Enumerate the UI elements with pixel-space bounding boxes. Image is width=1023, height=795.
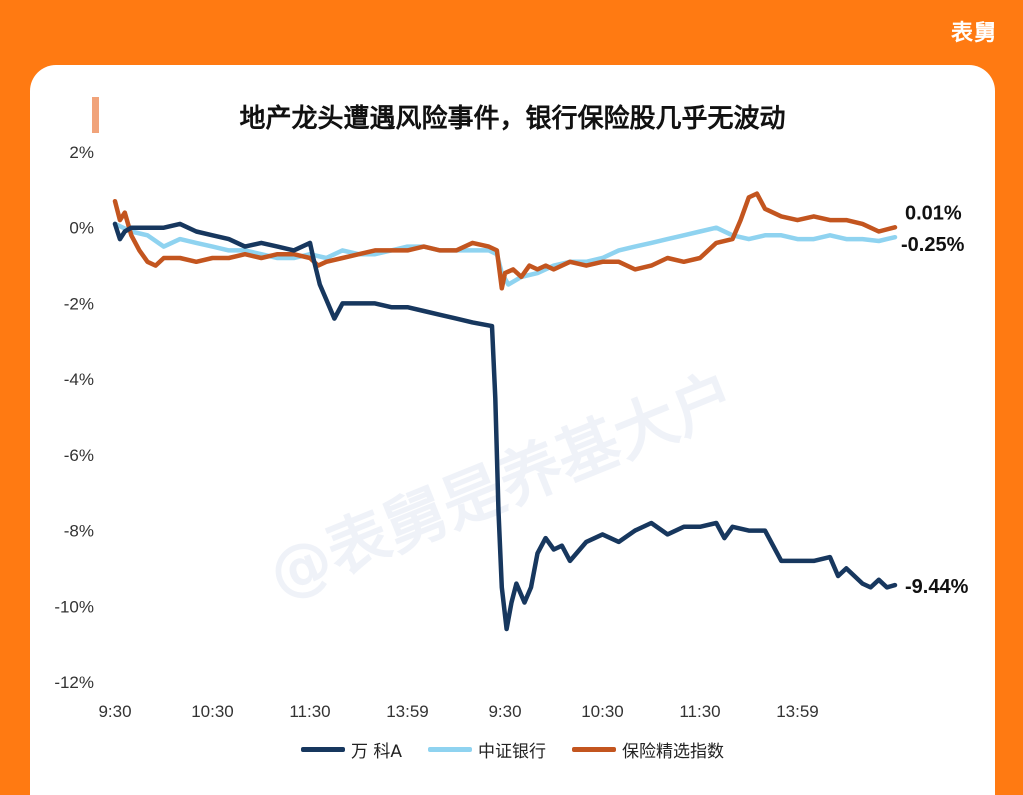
end-value-label: -9.44% bbox=[905, 576, 969, 598]
x-tick-label: 11:30 bbox=[679, 702, 720, 721]
series-group bbox=[112, 191, 898, 632]
legend-swatch bbox=[572, 747, 617, 752]
end-labels: -9.44% -0.25% 0.01% bbox=[901, 202, 969, 598]
legend-label: 中证银行 bbox=[478, 742, 547, 762]
y-tick-label: 2% bbox=[69, 143, 94, 162]
legend: 万 科A 中证银行 保险精选指数 bbox=[30, 737, 995, 762]
x-tick-label: 11:30 bbox=[289, 702, 330, 721]
y-tick-label: 0% bbox=[69, 219, 94, 238]
legend-swatch bbox=[428, 747, 473, 752]
brand-logo: 表舅 bbox=[950, 21, 997, 46]
legend-item-bank: 中证银行 bbox=[428, 737, 546, 762]
x-tick-label: 9:30 bbox=[488, 702, 521, 721]
x-tick-label: 9:30 bbox=[98, 702, 131, 721]
y-tick-label: -8% bbox=[64, 522, 94, 541]
title-accent-bar bbox=[92, 97, 99, 133]
x-tick-label: 13:59 bbox=[776, 702, 819, 721]
legend-item-wanke: 万 科A bbox=[300, 737, 403, 762]
y-tick-label: -12% bbox=[54, 673, 94, 692]
legend-item-insurance: 保险精选指数 bbox=[572, 737, 724, 762]
end-value-label: 0.01% bbox=[905, 202, 962, 224]
x-tick-label: 10:30 bbox=[581, 702, 624, 721]
end-value-label: -0.25% bbox=[901, 234, 965, 256]
y-tick-label: -10% bbox=[54, 597, 94, 616]
y-tick-label: -4% bbox=[64, 370, 94, 389]
chart-card: 地产龙头遭遇风险事件，银行保险股几乎无波动 @表舅是养基大户 2% 0% -2% -4… bbox=[30, 65, 995, 795]
y-tick-label: -2% bbox=[64, 294, 94, 313]
x-axis: 9:30 10:30 11:30 13:59 9:30 10:30 11:30 13:59 bbox=[98, 702, 818, 721]
x-tick-label: 10:30 bbox=[191, 702, 234, 721]
line-chart: @表舅是养基大户 2%0%-2%-4%-6%-8%-10%-12% 9:30 10… bbox=[54, 143, 969, 721]
chart-title: 地产龙头遭遇风险事件，银行保险股几乎无波动 bbox=[239, 104, 786, 134]
legend-swatch bbox=[300, 747, 345, 752]
y-tick-label: -6% bbox=[64, 446, 94, 465]
legend-label: 万 科A bbox=[350, 742, 403, 762]
series-line bbox=[112, 191, 898, 291]
legend-label: 保险精选指数 bbox=[622, 742, 725, 762]
y-axis: 2% 0% -2% -4% -6% -8% -10% -12% bbox=[54, 143, 94, 692]
series-line bbox=[112, 221, 898, 632]
x-tick-label: 13:59 bbox=[386, 702, 429, 721]
